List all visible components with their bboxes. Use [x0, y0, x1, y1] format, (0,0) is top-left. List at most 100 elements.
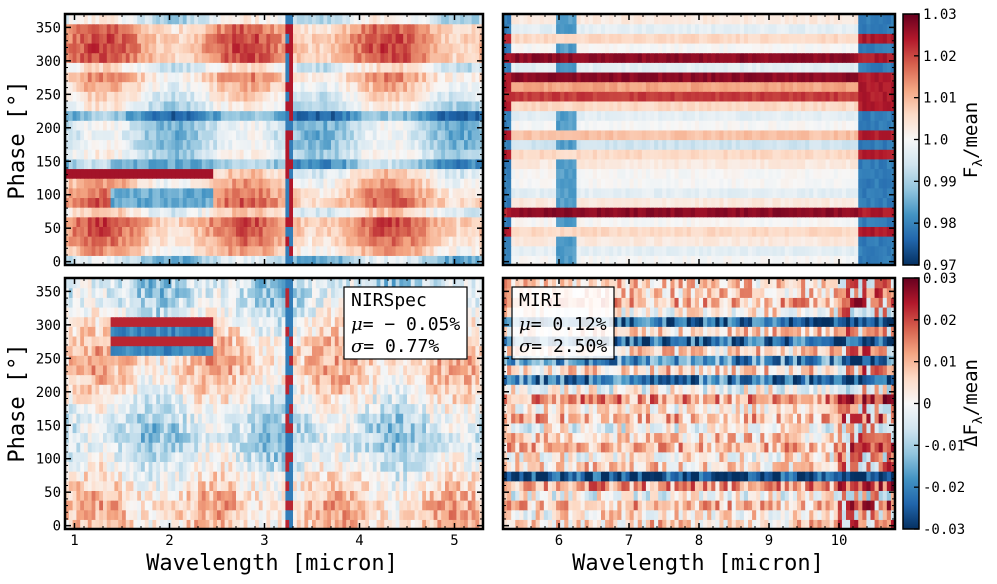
heatmap-cell — [103, 129, 108, 141]
heatmap-cell — [342, 120, 347, 131]
heatmap-cell — [833, 149, 839, 160]
heatmap-cell — [338, 197, 343, 208]
heatmap-cell — [715, 226, 721, 237]
heatmap-cell — [456, 100, 461, 112]
heatmap-cell — [658, 207, 663, 218]
heatmap-cell — [141, 207, 146, 218]
heatmap-cell — [792, 197, 798, 208]
heatmap-cell — [890, 197, 896, 208]
heatmap-cell — [243, 187, 248, 199]
heatmap-cell — [694, 187, 700, 199]
heatmap-cell — [854, 62, 859, 73]
heatmap-cell — [266, 110, 271, 121]
heatmap-cell — [213, 158, 218, 170]
heatmap-cell — [243, 207, 248, 218]
heatmap-cell — [756, 158, 761, 170]
heatmap-cell — [437, 178, 442, 189]
heatmap-cell — [841, 216, 847, 227]
heatmap-cell — [666, 168, 672, 179]
heatmap-cell — [236, 236, 241, 247]
heatmap-cell — [437, 14, 442, 25]
heatmap-cell — [95, 178, 100, 189]
heatmap-cell — [707, 120, 712, 131]
heatmap-cell — [414, 226, 419, 237]
heatmap-cell — [666, 226, 672, 237]
heatmap-cell — [296, 71, 302, 83]
heatmap-cell — [160, 14, 165, 25]
heatmap-cell — [564, 71, 569, 83]
heatmap-cell — [175, 216, 180, 227]
heatmap-cell — [792, 168, 798, 179]
heatmap-cell — [403, 236, 408, 247]
heatmap-cell — [527, 158, 533, 170]
heatmap-cell — [452, 42, 457, 54]
heatmap-cell — [433, 100, 438, 112]
heatmap-cell — [179, 110, 184, 121]
heatmap-cell — [182, 139, 188, 150]
heatmap-cell — [850, 71, 855, 83]
heatmap-cell — [72, 149, 77, 160]
heatmap-cell — [141, 197, 146, 208]
heatmap-cell — [422, 52, 427, 63]
heatmap-cell — [353, 158, 359, 170]
heatmap-cell — [592, 42, 598, 54]
heatmap-cell — [251, 197, 256, 208]
heatmap-cell — [319, 42, 324, 54]
heatmap-cell — [129, 71, 134, 83]
heatmap-cell — [429, 52, 435, 63]
heatmap-cell — [266, 42, 271, 54]
heatmap-cell — [797, 91, 802, 102]
heatmap-cell — [748, 197, 753, 208]
heatmap-cell — [841, 207, 847, 218]
heatmap-cell — [829, 207, 835, 218]
heatmap-cell — [125, 14, 131, 25]
heatmap-cell — [106, 110, 112, 121]
heatmap-cell — [403, 100, 408, 112]
heatmap-cell — [645, 178, 651, 189]
heatmap-cell — [564, 168, 569, 179]
heatmap-cell — [129, 207, 134, 218]
heatmap-cell — [707, 149, 712, 160]
heatmap-cell — [236, 33, 241, 44]
heatmap-cell — [833, 216, 839, 227]
heatmap-cell — [707, 245, 712, 256]
heatmap-cell — [255, 149, 260, 160]
heatmap-cell — [148, 178, 153, 189]
heatmap-cell — [414, 81, 419, 92]
miri-flux-heatmap — [503, 14, 896, 266]
heatmap-cell — [882, 139, 888, 150]
heatmap-cell — [511, 158, 516, 170]
heatmap-cell — [186, 139, 191, 150]
heatmap-cell — [748, 149, 753, 160]
heatmap-cell — [232, 245, 237, 256]
heatmap-cell — [731, 120, 737, 131]
heatmap-cell — [122, 236, 127, 247]
heatmap-cell — [281, 139, 286, 150]
heatmap-cell — [338, 52, 343, 63]
heatmap-cell — [471, 197, 476, 208]
heatmap-cell — [144, 187, 150, 199]
heatmap-cell — [95, 33, 100, 44]
heatmap-cell — [209, 236, 214, 247]
heatmap-cell — [564, 139, 569, 150]
heatmap-cell — [633, 245, 639, 256]
heatmap-cell — [519, 178, 525, 189]
heatmap-cell — [584, 62, 590, 73]
heatmap-cell — [503, 110, 508, 121]
heatmap-cell — [365, 33, 370, 44]
heatmap-cell — [609, 139, 614, 150]
heatmap-cell — [841, 71, 847, 83]
heatmap-cell — [752, 129, 757, 141]
heatmap-cell — [247, 226, 252, 237]
heatmap-cell — [331, 187, 336, 199]
heatmap-cell — [731, 236, 737, 247]
heatmap-cell — [186, 71, 191, 83]
heatmap-cell — [144, 71, 150, 83]
heatmap-cell — [686, 245, 692, 256]
heatmap-cell — [232, 197, 237, 208]
heatmap-cell — [122, 178, 127, 189]
heatmap-cell — [694, 71, 700, 83]
heatmap-cell — [846, 62, 851, 73]
heatmap-cell — [213, 168, 218, 179]
heatmap-cell — [731, 187, 737, 199]
